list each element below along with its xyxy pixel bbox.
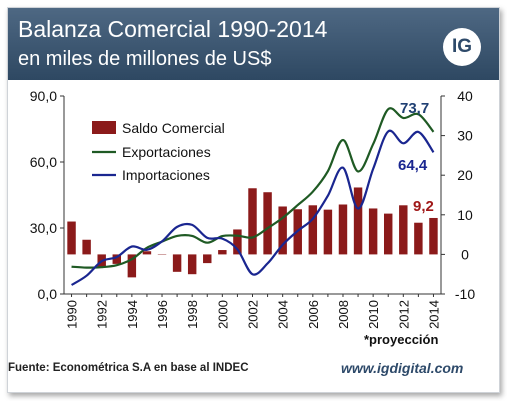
x-tick-label: 1998 [185,300,200,329]
legend-label-exportaciones: Exportaciones [122,144,211,160]
x-tick-label: 2000 [215,300,230,329]
saldo-bar [218,250,227,255]
end-labels: 73,7 64,4 9,2 [398,100,434,215]
right-tick-label: -10 [455,286,475,302]
left-tick-label: 30,0 [30,220,57,236]
data-label-saldo: 9,2 [413,198,434,215]
chart-card: Balanza Comercial 1990-2014 en miles de … [7,7,500,393]
x-tick-label: 2004 [276,300,291,329]
left-tick-label: 0,0 [38,286,58,302]
right-tick-label: 20 [457,167,473,183]
saldo-bar [263,192,272,255]
saldo-bar [338,204,348,255]
x-tick-label: 2008 [336,300,351,329]
saldo-bar [278,206,287,255]
saldo-bar [187,254,197,275]
x-tick-label: 1996 [155,300,170,329]
x-tick-label: 2010 [366,300,381,329]
data-label-exportaciones: 73,7 [400,100,429,117]
chart-title: Balanza Comercial 1990-2014 [18,16,328,42]
saldo-bar [353,187,363,255]
saldo-bar [67,221,76,255]
importaciones-line [70,129,435,286]
legend-label-importaciones: Importaciones [122,167,210,183]
legend-swatch-saldo [92,121,116,134]
data-label-importaciones: 64,4 [398,157,428,174]
saldo-bar [414,222,423,255]
exportaciones-line [71,107,435,269]
left-tick-label: 60,0 [30,154,57,170]
legend-label-saldo: Saldo Comercial [122,120,225,136]
ig-logo: IG [443,28,481,66]
x-tick-label: 2006 [306,300,321,329]
saldo-bar [368,208,378,255]
right-tick-label: 40 [457,88,473,104]
series-lines [70,107,435,286]
saldo-bar [112,254,122,264]
x-tick-label: 2002 [246,300,261,329]
x-tick-label: 1994 [125,300,140,329]
right-tick-label: 10 [457,207,473,223]
saldo-bar [323,209,333,255]
saldo-bar [248,188,257,255]
x-tick-label: 2014 [426,300,441,329]
x-tick-label: 2012 [396,300,411,329]
legend: Saldo Comercial Exportaciones Importacione… [92,120,225,183]
chart-subtitle: en miles de millones de US$ [18,48,272,70]
saldo-bar [82,239,91,255]
saldo-bar [399,205,408,255]
axis-labels: 0,0 30,0 60,0 90,0 -10 0 10 20 30 40 1990 1992 1994 1… [30,88,476,329]
right-tick-label: 0 [461,246,469,262]
saldo-bar [203,254,212,264]
website-link[interactable]: www.igdigital.com [341,360,464,376]
x-tick-label: 1992 [95,300,110,329]
saldo-bar [142,251,152,255]
saldo-bar [127,254,137,278]
saldo-bar [233,229,242,255]
saldo-bar [308,205,318,255]
saldo-bar [383,213,393,255]
source-text: Fuente: Econométrica S.A en base al INDE… [8,362,249,374]
saldo-bar [172,254,182,272]
right-tick-label: 30 [457,128,473,144]
left-tick-label: 90,0 [30,88,57,104]
saldo-bar [429,217,438,255]
title-bar: Balanza Comercial 1990-2014 en miles de … [8,8,499,80]
x-tick-label: 1990 [65,300,80,329]
projection-note: *proyección [364,332,439,347]
